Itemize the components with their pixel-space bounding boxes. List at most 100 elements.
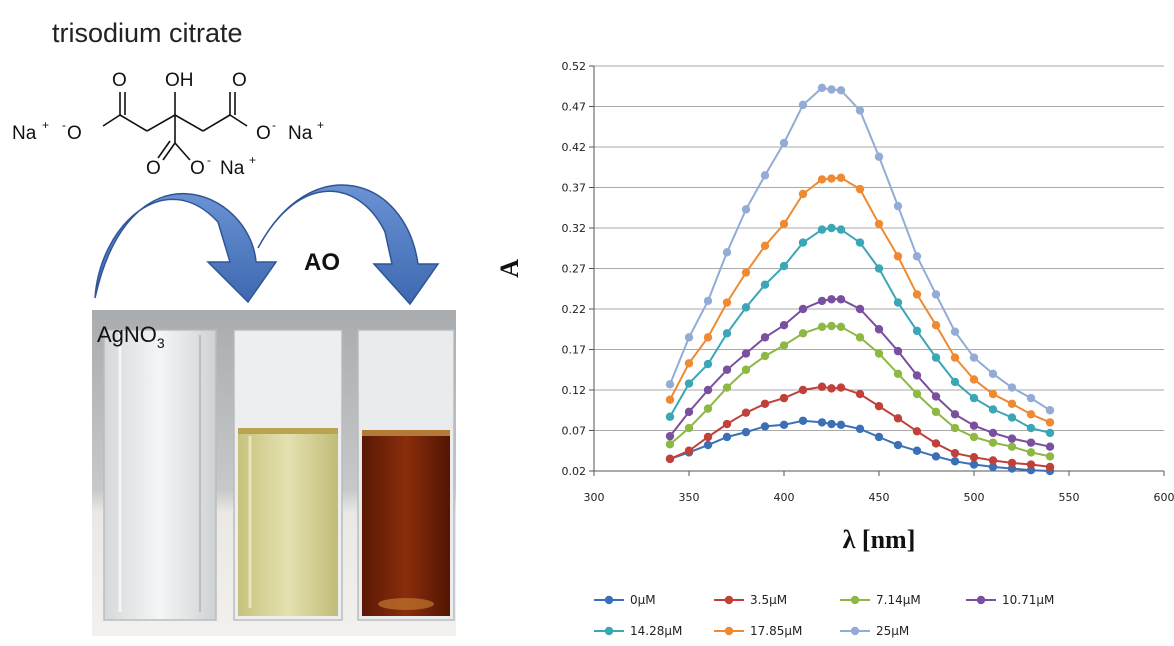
data-point bbox=[723, 383, 731, 391]
data-point bbox=[799, 386, 807, 394]
data-point bbox=[827, 224, 835, 232]
data-point bbox=[856, 390, 864, 398]
data-point bbox=[856, 305, 864, 313]
y-tick-label: 0.52 bbox=[562, 60, 587, 73]
o-right-charge: - bbox=[272, 118, 276, 132]
data-point bbox=[1027, 410, 1035, 418]
arrow-1-icon bbox=[95, 194, 276, 302]
data-point bbox=[1027, 394, 1035, 402]
data-point bbox=[818, 84, 826, 92]
data-point bbox=[1008, 459, 1016, 467]
data-point bbox=[1046, 452, 1054, 460]
data-point bbox=[761, 242, 769, 250]
data-point bbox=[780, 321, 788, 329]
y-tick-label: 0.27 bbox=[562, 263, 587, 276]
series-lines bbox=[666, 84, 1054, 476]
data-point bbox=[1046, 406, 1054, 414]
data-point bbox=[685, 333, 693, 341]
data-point bbox=[951, 378, 959, 386]
legend-label: 14.28µM bbox=[630, 624, 682, 638]
data-point bbox=[1027, 460, 1035, 468]
data-point bbox=[723, 298, 731, 306]
legend-marker-icon bbox=[605, 627, 613, 635]
data-point bbox=[856, 333, 864, 341]
data-point bbox=[932, 290, 940, 298]
data-point bbox=[894, 347, 902, 355]
data-point bbox=[704, 297, 712, 305]
data-point bbox=[666, 440, 674, 448]
data-point bbox=[723, 248, 731, 256]
o-minus-right: O bbox=[256, 123, 271, 144]
data-point bbox=[1008, 434, 1016, 442]
data-point bbox=[685, 424, 693, 432]
data-point bbox=[894, 252, 902, 260]
data-point bbox=[1046, 429, 1054, 437]
data-point bbox=[827, 85, 835, 93]
carbonyl-o-bottom: O bbox=[146, 158, 161, 179]
na-right-charge: + bbox=[317, 118, 324, 132]
x-tick-label: 400 bbox=[774, 491, 795, 504]
citrate-structure bbox=[103, 92, 247, 160]
oh-label: OH bbox=[165, 70, 194, 91]
na-bottom: Na bbox=[220, 158, 245, 179]
data-point bbox=[827, 295, 835, 303]
agno3-label: AgNO3 bbox=[97, 322, 165, 351]
legend-label: 7.14µM bbox=[876, 593, 921, 607]
legend-marker-icon bbox=[605, 596, 613, 604]
data-point bbox=[894, 298, 902, 306]
data-point bbox=[799, 101, 807, 109]
data-point bbox=[875, 433, 883, 441]
data-point bbox=[666, 396, 674, 404]
x-tick-label: 450 bbox=[869, 491, 890, 504]
data-point bbox=[799, 305, 807, 313]
data-point bbox=[827, 420, 835, 428]
data-point bbox=[827, 322, 835, 330]
data-point bbox=[875, 220, 883, 228]
data-point bbox=[913, 427, 921, 435]
data-point bbox=[780, 139, 788, 147]
data-point bbox=[723, 329, 731, 337]
x-tick-label: 500 bbox=[964, 491, 985, 504]
data-point bbox=[951, 457, 959, 465]
legend-entry: 25µM bbox=[840, 624, 909, 638]
data-point bbox=[818, 225, 826, 233]
data-point bbox=[761, 333, 769, 341]
data-point bbox=[1046, 463, 1054, 471]
carbonyl-o-right: O bbox=[232, 70, 247, 91]
data-point bbox=[742, 268, 750, 276]
data-point bbox=[970, 394, 978, 402]
data-point bbox=[837, 174, 845, 182]
legend-marker-icon bbox=[977, 596, 985, 604]
scheme-drawing: trisodium citrate OH O O Na + - O O bbox=[0, 0, 470, 641]
data-point bbox=[913, 390, 921, 398]
data-point bbox=[951, 449, 959, 457]
legend-marker-icon bbox=[725, 596, 733, 604]
reaction-scheme: trisodium citrate OH O O Na + - O O bbox=[0, 0, 470, 641]
data-point bbox=[666, 455, 674, 463]
x-tick-label: 300 bbox=[584, 491, 605, 504]
data-point bbox=[1008, 413, 1016, 421]
data-point bbox=[875, 325, 883, 333]
data-point bbox=[818, 383, 826, 391]
na-right: Na bbox=[288, 123, 313, 144]
data-point bbox=[970, 460, 978, 468]
legend-label: 0µM bbox=[630, 593, 656, 607]
data-point bbox=[761, 171, 769, 179]
data-point bbox=[894, 441, 902, 449]
ao-label: AO bbox=[304, 249, 340, 276]
data-point bbox=[799, 190, 807, 198]
data-point bbox=[837, 86, 845, 94]
data-point bbox=[742, 366, 750, 374]
data-point bbox=[1008, 400, 1016, 408]
data-point bbox=[875, 153, 883, 161]
data-point bbox=[970, 433, 978, 441]
data-point bbox=[704, 404, 712, 412]
data-point bbox=[875, 402, 883, 410]
data-point bbox=[989, 456, 997, 464]
legend-entry: 10.71µM bbox=[966, 593, 1054, 607]
y-tick-label: 0.02 bbox=[562, 465, 587, 478]
data-point bbox=[742, 408, 750, 416]
na-left: Na bbox=[12, 123, 37, 144]
data-point bbox=[704, 333, 712, 341]
